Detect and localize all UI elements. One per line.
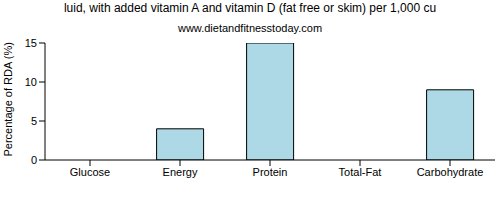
svg-text:Total-Fat: Total-Fat [339,166,382,178]
svg-text:Percentage of RDA (%): Percentage of RDA (%) [8,42,14,156]
svg-text:Carbohydrate: Carbohydrate [417,166,484,178]
html-text:luid, with added vitamin A and: luid, with added vitamin A and vitamin D… [63,1,437,15]
svg-text:Energy: Energy [163,166,198,178]
svg-text:5: 5 [31,115,37,127]
svg-text:Protein: Protein [253,166,288,178]
svg-text:0: 0 [31,154,37,166]
svg-text:10: 10 [25,76,37,88]
svg-text:Glucose: Glucose [70,166,110,178]
svg-text:15: 15 [25,37,37,49]
html-text:www.dietandfitnesstoday.com: www.dietandfitnesstoday.com [178,22,322,34]
